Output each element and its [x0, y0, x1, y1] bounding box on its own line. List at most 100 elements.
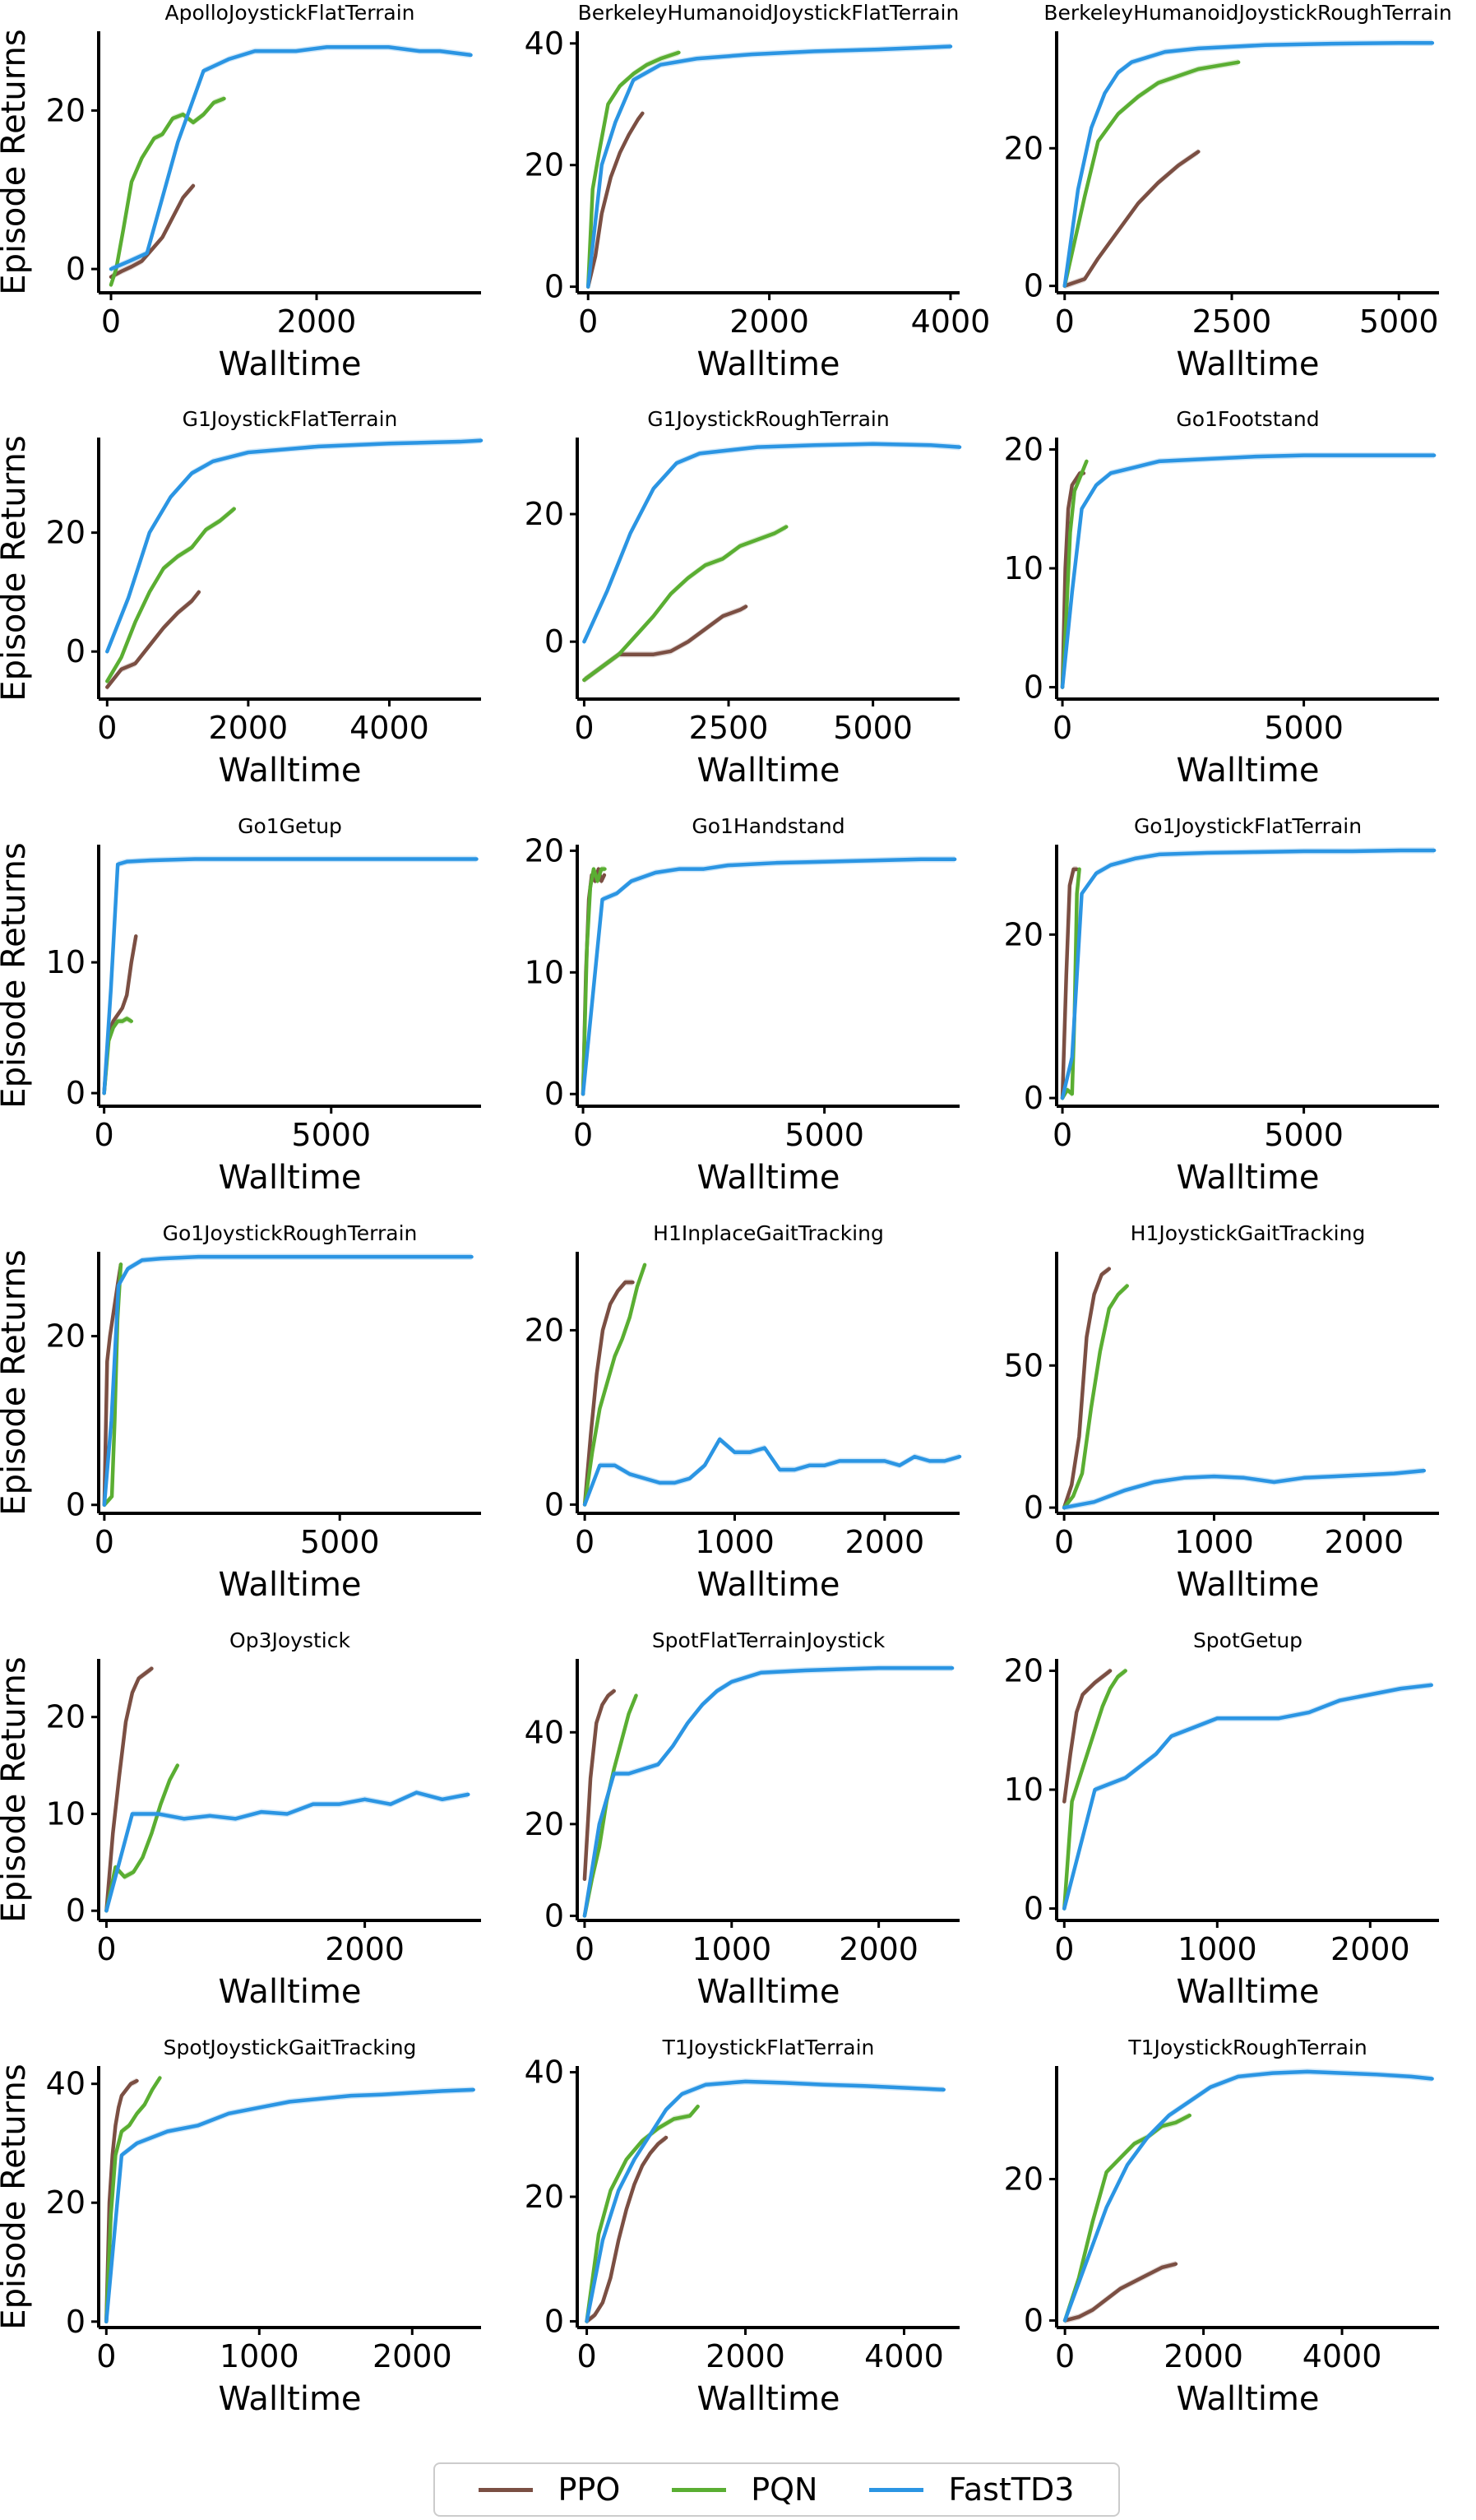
y-tick-label: 10: [46, 944, 86, 980]
x-tick-label: 2000: [1324, 1524, 1404, 1560]
series-band-fasttd3: [1062, 847, 1435, 1101]
subplot-g1joystickflatterrain: G1JoystickFlatTerrain 0 20 0 2000 4000 Walltim…: [0, 407, 484, 790]
x-axis-label: Walltime: [218, 1566, 361, 1604]
legend-item-fasttd3: FastTD3: [869, 2471, 1074, 2508]
x-tick-label: 2000: [325, 1931, 405, 1967]
x-tick-label: 2000: [372, 2338, 452, 2374]
x-tick-label: 5000: [833, 710, 913, 746]
series-band-pqn: [106, 2074, 160, 2325]
series-line-fasttd3: [1062, 1683, 1433, 1911]
series-line-ppo: [1062, 1669, 1113, 1804]
series-line-fasttd3: [585, 2079, 946, 2323]
subplot-title: G1JoystickRoughTerrain: [647, 407, 889, 431]
y-tick-label: 20: [46, 2184, 86, 2221]
subplot-title: BerkeleyHumanoidJoystickFlatTerrain: [578, 1, 960, 25]
subplot-title: ApolloJoystickFlatTerrain: [165, 1, 415, 25]
x-axis-label: Walltime: [218, 752, 361, 790]
x-tick-label: 0: [573, 1117, 593, 1153]
legend: PPO PQN FastTD3: [433, 2462, 1120, 2517]
x-tick-label: 5000: [1264, 710, 1344, 746]
legend-label-pqn: PQN: [751, 2471, 818, 2508]
series-line-fasttd3: [585, 44, 953, 289]
x-tick-label: 2000: [277, 303, 357, 340]
series-line-ppo: [582, 1688, 616, 1882]
series-line-pqn: [582, 1262, 647, 1507]
series-band-ppo: [1064, 1265, 1109, 1511]
series-line-ppo: [1060, 867, 1079, 1100]
x-tick-label: 0: [1053, 1117, 1072, 1153]
x-tick-label: 0: [578, 303, 598, 340]
y-tick-label: 20: [525, 1312, 564, 1348]
y-tick-label: 40: [46, 2066, 86, 2102]
series-line-ppo: [585, 2135, 669, 2323]
series-line-pqn: [585, 2104, 700, 2323]
y-tick-label: 20: [525, 2179, 564, 2215]
subplot-title: H1InplaceGaitTracking: [653, 1221, 884, 1245]
series-line-ppo: [104, 2078, 139, 2324]
subplot-title: Op3Joystick: [229, 1628, 350, 1652]
y-tick-label: 0: [544, 623, 564, 660]
series-band-fasttd3: [584, 440, 960, 646]
x-axis-label: Walltime: [1176, 345, 1319, 383]
subplot-t1joystickroughterrain: T1JoystickRoughTerrain 0 20 0 2000 4000 Wallti…: [1004, 2036, 1439, 2418]
x-axis-label: Walltime: [218, 345, 361, 383]
y-tick-label: 20: [1004, 2161, 1043, 2198]
series-line-fasttd3: [1060, 453, 1437, 689]
series-band-fasttd3: [583, 855, 955, 1098]
x-tick-label: 2000: [1164, 2338, 1243, 2374]
y-tick-label: 0: [544, 1897, 564, 1934]
subplot-t1joystickflatterrain: T1JoystickFlatTerrain 0 20 40 0 2000 4000 Wallt…: [525, 2036, 960, 2418]
x-axis-label: Walltime: [696, 1566, 840, 1604]
series-band-fasttd3: [106, 2087, 474, 2325]
y-tick-label: 20: [525, 1806, 564, 1842]
y-tick-label: 10: [525, 954, 564, 990]
subplot-title: T1JoystickRoughTerrain: [1127, 2036, 1367, 2059]
y-tick-label: 0: [1024, 1891, 1043, 1927]
x-axis-label: Walltime: [696, 752, 840, 790]
series-line-ppo: [582, 1280, 635, 1507]
legend-swatch-fasttd3: [869, 2487, 924, 2492]
subplot-title: G1JoystickFlatTerrain: [183, 407, 398, 431]
x-tick-label: 5000: [784, 1117, 864, 1153]
subplot-title: BerkeleyHumanoidJoystickRoughTerrain: [1043, 1, 1451, 25]
y-tick-label: 20: [1004, 1652, 1043, 1688]
x-tick-label: 2500: [689, 710, 769, 746]
series-band-fasttd3: [1065, 2068, 1432, 2324]
subplot-title: SpotJoystickGaitTracking: [164, 2036, 417, 2059]
y-axis-label: Episode Returns: [0, 2064, 33, 2329]
x-tick-label: 0: [1054, 1931, 1074, 1967]
y-tick-label: 0: [66, 1892, 86, 1929]
series-band-ppo: [584, 603, 747, 683]
legend-swatch-pqn: [672, 2487, 727, 2492]
series-band-pqn: [107, 505, 234, 685]
legend-item-pqn: PQN: [672, 2471, 817, 2508]
series-band-fasttd3: [1062, 452, 1435, 691]
series-band-fasttd3: [1064, 1467, 1424, 1511]
x-tick-label: 0: [96, 2338, 116, 2374]
x-axis-label: Walltime: [1176, 1973, 1319, 2011]
x-tick-label: 5000: [300, 1524, 380, 1560]
series-line-fasttd3: [582, 442, 962, 644]
x-tick-label: 0: [576, 2338, 596, 2374]
x-axis-label: Walltime: [696, 2380, 840, 2418]
y-tick-label: 10: [1004, 1772, 1043, 1808]
x-tick-label: 4000: [349, 710, 429, 746]
x-tick-label: 0: [1053, 710, 1072, 746]
subplot-go1joystickflatterrain: Go1JoystickFlatTerrain 0 20 0 5000 Walltime: [1004, 814, 1439, 1197]
x-tick-label: 5000: [1359, 303, 1439, 340]
x-tick-label: 5000: [291, 1117, 371, 1153]
y-axis-label: Episode Returns: [0, 842, 33, 1108]
y-tick-label: 20: [525, 147, 564, 183]
y-tick-label: 40: [525, 1714, 564, 1750]
y-tick-label: 0: [1024, 669, 1043, 706]
subplot-go1getup: Go1Getup 0 10 0 5000 Walltime Episode Returns: [0, 814, 481, 1197]
x-tick-label: 0: [101, 303, 121, 340]
series-line-ppo: [585, 111, 645, 289]
subplot-berkeleyhumanoidjoystickflatterrain: BerkeleyHumanoidJoystickFlatTerrain 0 20 40…: [525, 1, 991, 383]
y-tick-label: 40: [525, 2054, 564, 2091]
y-tick-label: 20: [1004, 130, 1043, 166]
y-tick-label: 20: [46, 515, 86, 551]
x-axis-label: Walltime: [218, 2380, 361, 2418]
